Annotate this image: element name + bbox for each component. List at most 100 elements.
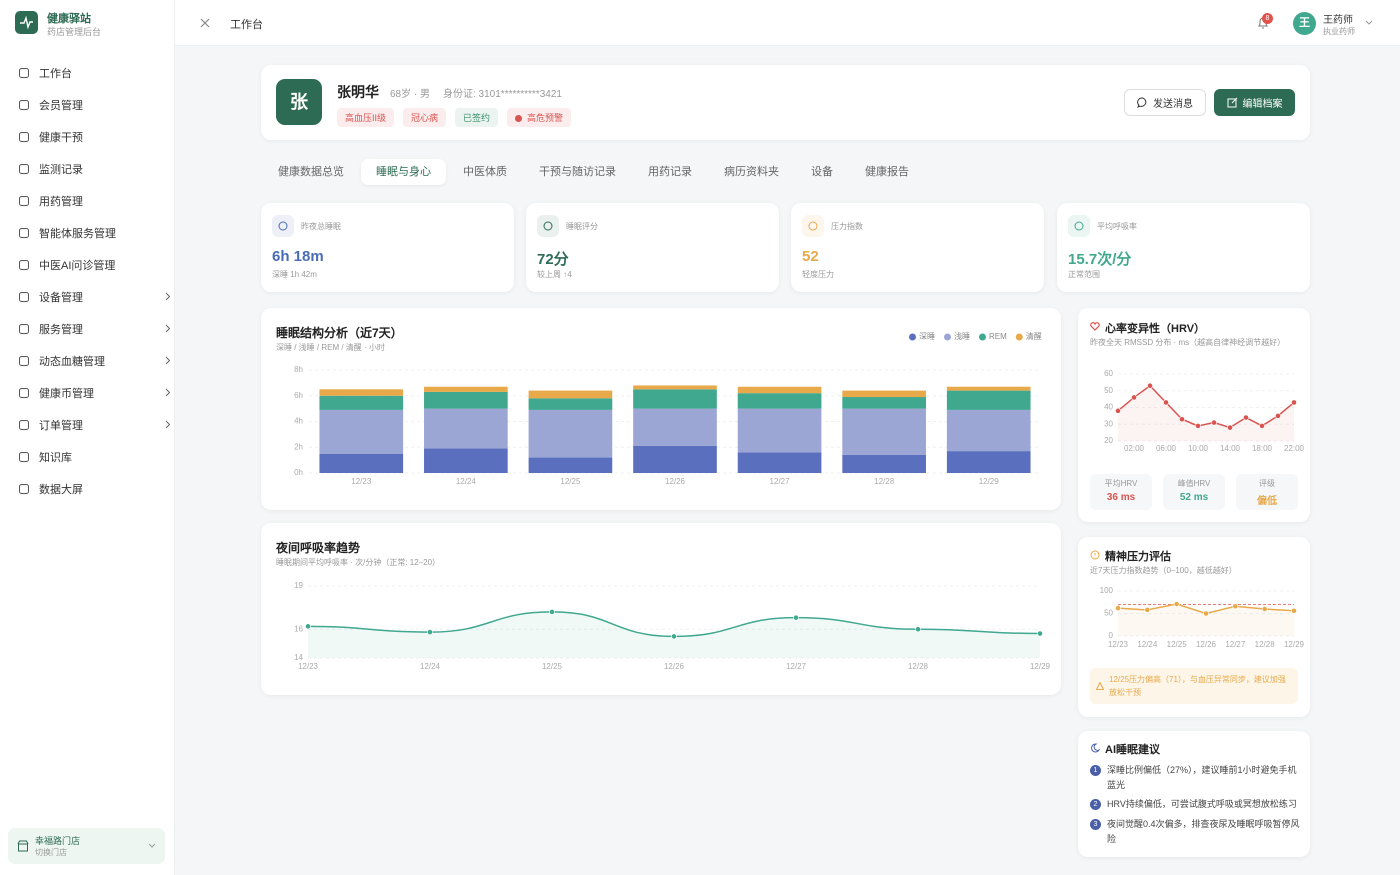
stat-value: 15.7次/分 (1068, 251, 1132, 268)
stat-icon (802, 215, 824, 237)
patient-tags: 高血压II级 冠心病 已签约 高危预警 (337, 108, 580, 127)
icon-shape (19, 68, 29, 78)
menu-icon (19, 68, 29, 78)
menu-icon (19, 228, 29, 238)
stat-value: 52 (802, 248, 819, 265)
menu-label: 服务管理 (39, 324, 83, 336)
tab[interactable]: 健康报告 (865, 166, 909, 178)
ai-item: 1 深睡比例偏低（27%），建议睡前1小时避免手机蓝光 (1090, 763, 1302, 793)
brand-sub: 药店管理后台 (47, 27, 102, 37)
menu-item[interactable]: 设备管理 (0, 281, 175, 313)
icon-shape (19, 388, 29, 398)
tab[interactable]: 健康数据总览 (278, 166, 344, 178)
patient-avatar: 张 (276, 79, 322, 125)
patient-tag: 高危预警 (507, 108, 572, 127)
stat-sub: 深睡 1h 42m (272, 270, 317, 279)
icon-shape (19, 484, 29, 494)
ai-text: 夜间觉醒0.4次偏多，排查夜尿及睡眠呼吸暂停风险 (1107, 819, 1300, 844)
menu-item[interactable]: 订单管理 (0, 409, 175, 441)
patient-card: 张 张明华 68岁 · 男 身份证: 3101**********3421 高血… (261, 65, 1310, 140)
icon-shape (808, 221, 818, 231)
card-subtitle: 昨夜全天 RMSSD 分布 · ms（越高自律神经调节越好） (1090, 338, 1286, 347)
store-sub: 切换门店 (35, 848, 67, 857)
stat-sub: 轻度压力 (802, 270, 834, 279)
ai-number: 3 (1090, 819, 1101, 830)
close-tab[interactable] (200, 18, 210, 28)
stat-label: 平均呼吸率 (1097, 222, 1137, 231)
ai-item: 2 HRV持续偏低，可尝试腹式呼吸或冥想放松练习 (1090, 797, 1302, 812)
patient-tag: 已签约 (455, 108, 499, 127)
edit-profile-button[interactable]: 编辑档案 (1214, 89, 1295, 116)
icon-shape (19, 420, 29, 430)
menu-item[interactable]: 中医AI问诊管理 (0, 249, 175, 281)
ai-item: 3 夜间觉醒0.4次偏多，排查夜尿及睡眠呼吸暂停风险 (1090, 817, 1302, 847)
stat-icon (272, 215, 294, 237)
user-role: 执业药师 (1323, 27, 1355, 36)
icon-shape (543, 221, 553, 231)
user-avatar[interactable]: 王 (1293, 12, 1316, 35)
menu-item[interactable]: 会员管理 (0, 89, 175, 121)
tag-text: 已签约 (463, 113, 491, 123)
menu-item[interactable]: 知识库 (0, 441, 175, 473)
stress-alert: 12/25压力偏高（71），与血压异常同步，建议加强放松干预 (1090, 668, 1298, 704)
chevron-shape (165, 388, 171, 397)
patient-tag: 高血压II级 (337, 108, 395, 127)
tab[interactable]: 设备 (811, 166, 833, 178)
menu-icon (19, 324, 29, 334)
menu-icon (19, 292, 29, 302)
menu-label: 智能体服务管理 (39, 228, 116, 240)
stat-sub: 较上周 ↑4 (537, 270, 572, 279)
store-switcher[interactable]: 幸福路门店 切换门店 (8, 828, 165, 864)
stat-icon-shape (278, 221, 288, 231)
chevron (165, 292, 171, 301)
edit-icon (1227, 97, 1237, 108)
chevron (165, 420, 171, 429)
hrv-stat-value: 偏低 (1257, 496, 1277, 507)
stat-icon (1068, 215, 1090, 237)
tab[interactable]: 干预与随访记录 (539, 166, 616, 178)
tab[interactable]: 睡眠与身心 (361, 159, 446, 185)
icon-shape (278, 221, 288, 231)
menu-item[interactable]: 健康币管理 (0, 377, 175, 409)
tab[interactable]: 用药记录 (648, 166, 692, 178)
menu-label: 健康干预 (39, 132, 83, 144)
menu-label: 健康币管理 (39, 388, 94, 400)
menu-label: 监测记录 (39, 164, 83, 176)
menu-item[interactable]: 用药管理 (0, 185, 175, 217)
patient-id: 身份证: 3101**********3421 (443, 89, 562, 100)
tab-title: 工作台 (230, 19, 263, 31)
chevron (1365, 20, 1373, 25)
menu-label: 知识库 (39, 452, 72, 464)
warning-icon (1096, 682, 1104, 690)
menu-label: 动态血糖管理 (39, 356, 105, 368)
menu-label: 会员管理 (39, 100, 83, 112)
menu-item[interactable]: 健康干预 (0, 121, 175, 153)
chart-subtitle: 睡眠期间平均呼吸率 · 次/分钟（正常: 12–20） (276, 558, 441, 567)
menu-icon (19, 100, 29, 110)
menu-item[interactable]: 数据大屏 (0, 473, 175, 505)
store-name: 幸福路门店 (35, 836, 81, 846)
moon-icon (1091, 743, 1100, 753)
chart-title: 夜间呼吸率趋势 (276, 541, 361, 555)
tag-text: 高危预警 (527, 113, 564, 123)
notification-badge: 8 (1262, 13, 1273, 24)
sleep-chart-card: 睡眠结构分析（近7天） 深睡 / 浅睡 / REM / 清醒 · 小时 (261, 308, 1061, 510)
hrv-stat: 峰值HRV 52 ms (1163, 474, 1225, 510)
tab[interactable]: 病历资料夹 (724, 166, 779, 178)
sidebar: 健康驿站 药店管理后台 工作台会员管理健康干预监测记录用药管理智能体服务管理 中医… (0, 0, 175, 875)
menu-label: 中医AI问诊管理 (39, 260, 116, 272)
hrv-stat: 平均HRV 36 ms (1090, 474, 1152, 510)
menu-item[interactable]: 工作台 (0, 57, 175, 89)
hrv-stat-label: 峰值HRV (1177, 479, 1211, 488)
tab[interactable]: 中医体质 (463, 166, 507, 178)
menu-item[interactable]: 服务管理 (0, 313, 175, 345)
patient-meta: 68岁 · 男 (390, 89, 431, 100)
menu-item[interactable]: 智能体服务管理 (0, 217, 175, 249)
send-message-button[interactable]: 发送消息 (1124, 89, 1206, 116)
menu-item[interactable]: 动态血糖管理 (0, 345, 175, 377)
menu-item[interactable]: 监测记录 (0, 153, 175, 185)
brand-name: 健康驿站 (47, 13, 91, 25)
stat-label: 压力指数 (831, 222, 863, 231)
tag-text: 高血压II级 (345, 113, 387, 123)
